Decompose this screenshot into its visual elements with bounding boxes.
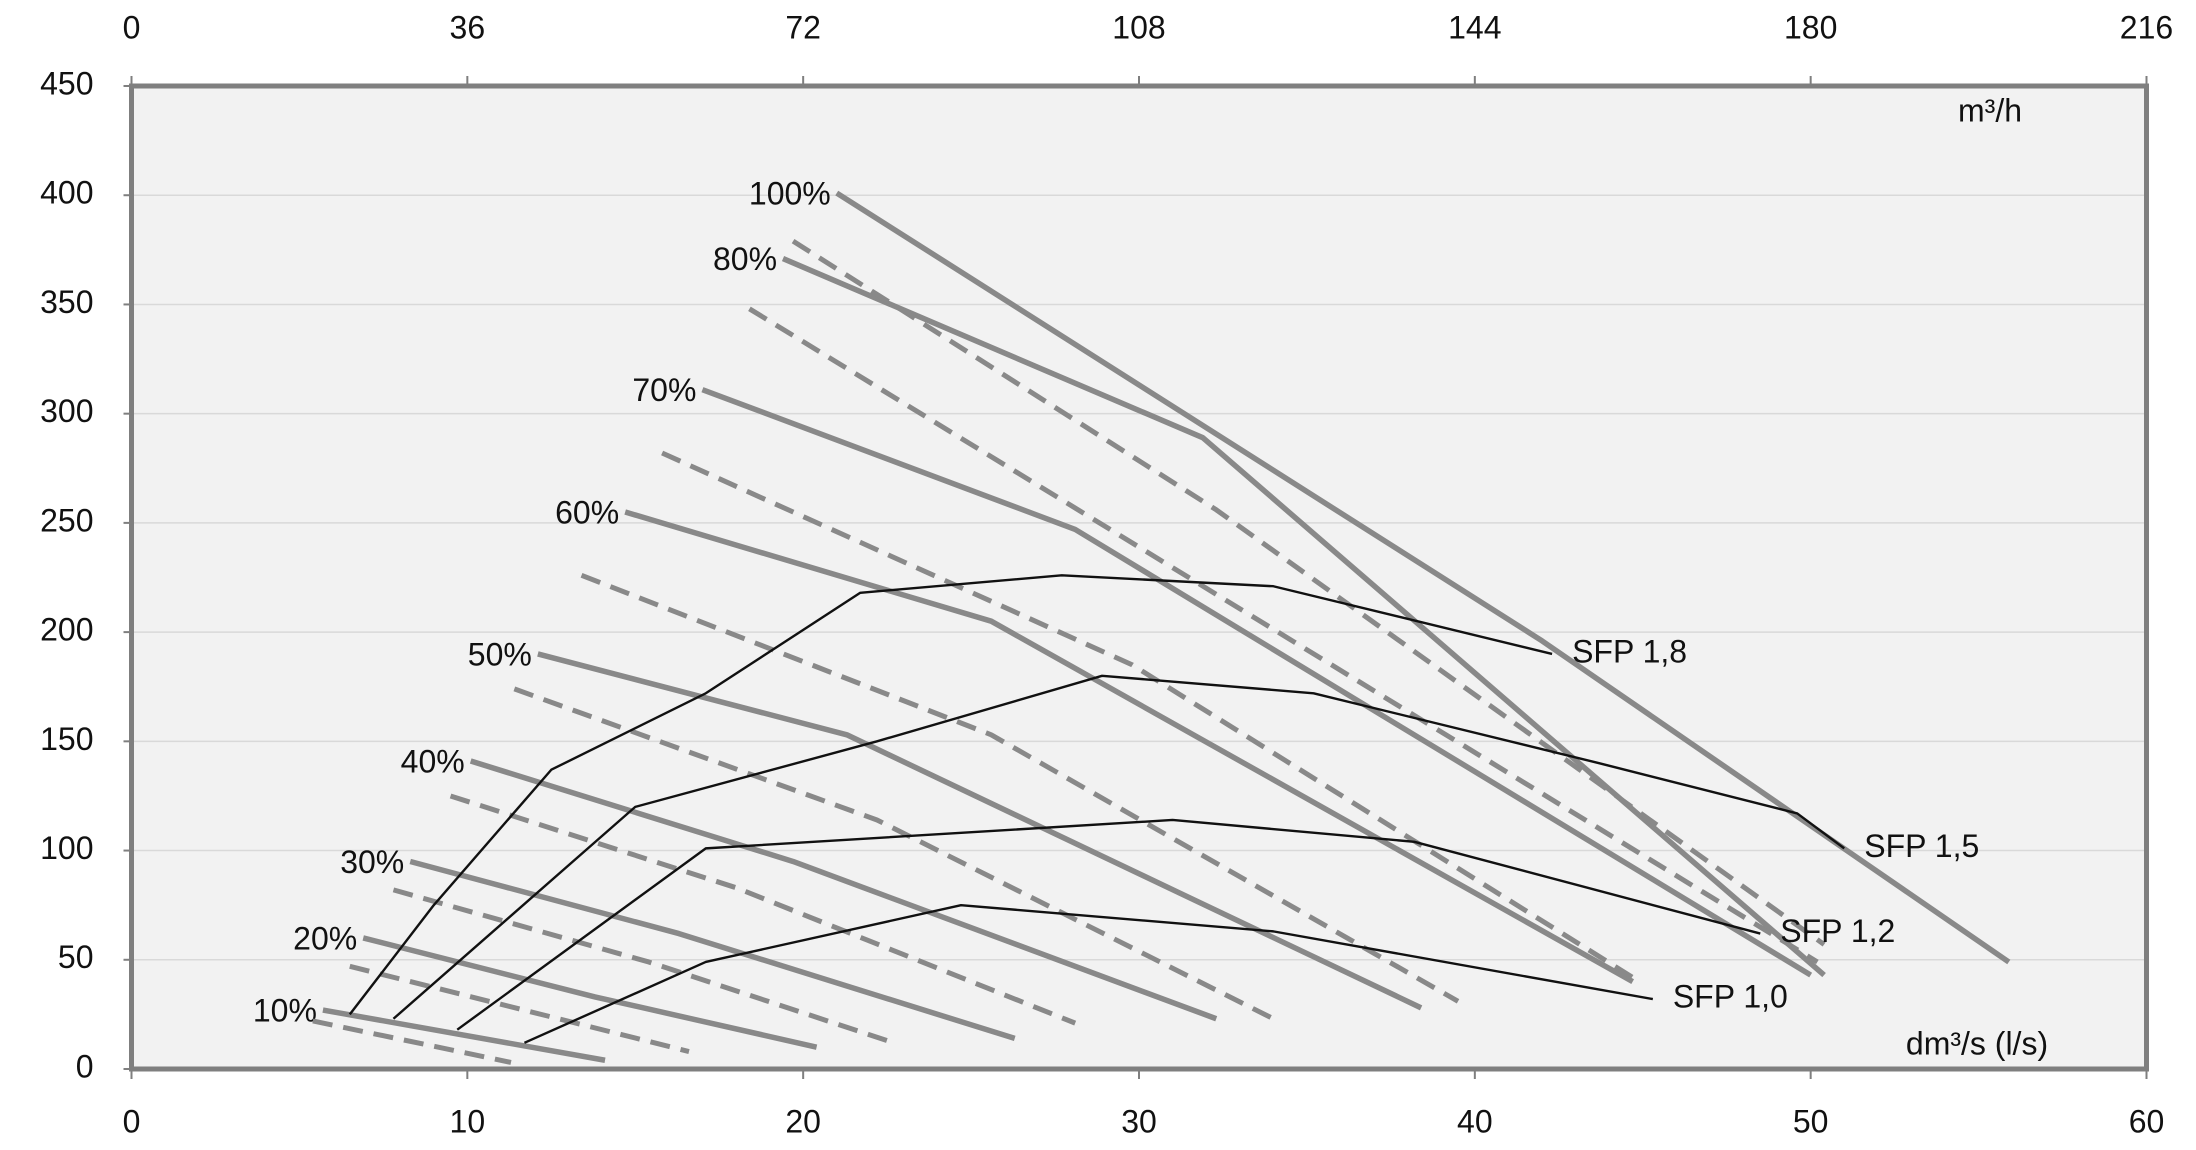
fan-curve [349, 963, 690, 1054]
y-tick-label: 400 [40, 175, 93, 211]
series-label: 100% [749, 175, 831, 211]
fan-curve [791, 238, 1826, 947]
x-tick-label: 30 [1121, 1103, 1157, 1139]
x2-tick-label: 108 [1112, 9, 1165, 45]
fan-curve [469, 758, 1218, 1022]
x-tick-label: 40 [1457, 1103, 1493, 1139]
sfp-curve [456, 818, 1761, 1031]
fan-curve [513, 686, 1275, 1021]
fan-curve [835, 190, 2011, 965]
series-label: 20% [293, 920, 357, 956]
series-label: 10% [253, 992, 317, 1028]
x-tick-label: 0 [123, 1103, 141, 1139]
y-tick-label: 0 [76, 1048, 94, 1084]
x2-tick-label: 216 [2120, 9, 2173, 45]
series-label: SFP 1,2 [1780, 913, 1895, 949]
fan-curve [322, 1007, 606, 1063]
x-tick-label: 50 [1793, 1103, 1829, 1139]
x-tick-label: 60 [2129, 1103, 2165, 1139]
fan-curve [392, 887, 895, 1046]
sfp-curve [392, 674, 1845, 1020]
y-tick-label: 200 [40, 612, 93, 648]
x2-tick-label: 144 [1448, 9, 1501, 45]
y-tick-label: 100 [40, 830, 93, 866]
x-unit-label: dm³/s (l/s) [1906, 1025, 2048, 1061]
y-tick-label: 350 [40, 284, 93, 320]
plot-border [129, 83, 2149, 1072]
x2-unit-label: m³/h [1958, 92, 2022, 128]
series-label: 40% [401, 743, 465, 779]
fan-curve [409, 858, 1016, 1042]
fan-curve [362, 935, 818, 1050]
y-tick-label: 450 [40, 65, 93, 101]
series-label: 60% [555, 494, 619, 530]
fan-curve [580, 572, 1460, 1004]
fan-curve [701, 387, 1813, 978]
sfp-curve [523, 903, 1654, 1044]
series-label: SFP 1,0 [1673, 979, 1788, 1015]
plot-area [131, 86, 2146, 1069]
fan-curve [748, 306, 1819, 965]
x2-tick-label: 0 [123, 9, 141, 45]
y-tick-label: 50 [58, 939, 94, 975]
y-tick-label: 300 [40, 393, 93, 429]
series-label: SFP 1,5 [1864, 828, 1979, 864]
sfp-curve [348, 574, 1553, 1016]
series-label: 50% [468, 636, 532, 672]
fan-curve [537, 651, 1423, 1011]
x-tick-label: 10 [450, 1103, 486, 1139]
fan-curve [312, 1018, 512, 1065]
fan-curve [624, 509, 1635, 985]
x2-tick-label: 180 [1784, 9, 1837, 45]
fan-curve [449, 793, 1077, 1026]
x2-tick-label: 36 [450, 9, 486, 45]
series-label: 30% [340, 844, 404, 880]
x-tick-label: 20 [785, 1103, 821, 1139]
series-label: 70% [632, 372, 696, 408]
series-label: 80% [713, 241, 777, 277]
y-tick-label: 150 [40, 721, 93, 757]
fan-curve [661, 450, 1641, 984]
series-label: SFP 1,8 [1572, 633, 1687, 669]
y-tick-label: 250 [40, 502, 93, 538]
x2-tick-label: 72 [785, 9, 821, 45]
